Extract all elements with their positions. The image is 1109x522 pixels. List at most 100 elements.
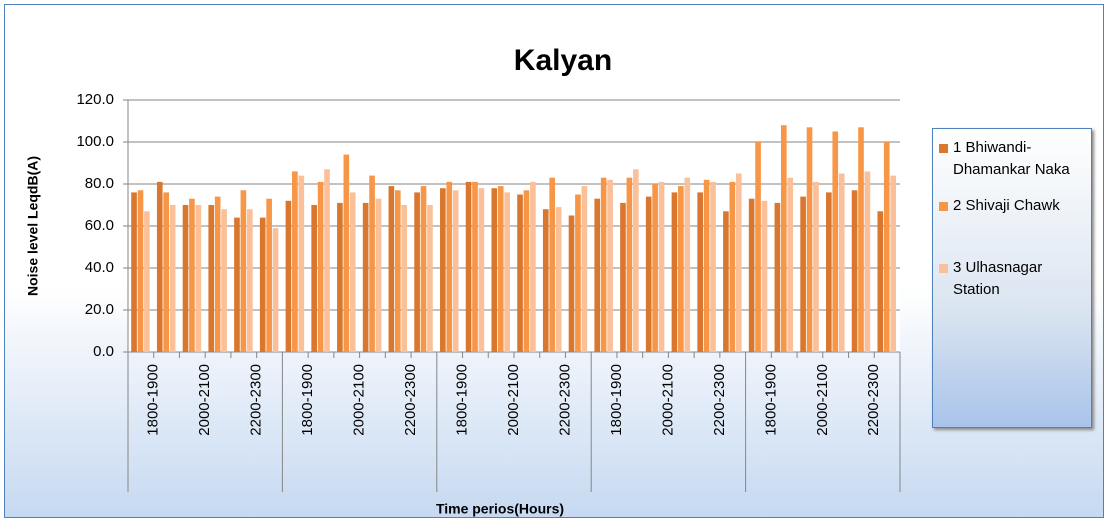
bar <box>285 200 292 352</box>
bar <box>343 154 350 352</box>
bar <box>324 169 330 352</box>
bar <box>420 186 427 352</box>
x-tick-label: 2200-2300 <box>865 364 882 436</box>
bar <box>620 202 626 352</box>
bar <box>626 177 633 352</box>
x-tick-label: 1800-1900 <box>608 364 625 436</box>
y-axis-label: Noise level LeqdB(A) <box>25 156 41 296</box>
bar <box>452 190 459 352</box>
x-tick-label: 1800-1900 <box>299 364 316 436</box>
bar <box>594 198 601 352</box>
bar <box>465 181 472 352</box>
bar <box>137 190 144 352</box>
bar <box>517 194 523 352</box>
legend-label: 3 Ulhasnagar Station <box>953 259 1043 298</box>
bar <box>658 181 665 352</box>
bar <box>729 181 736 352</box>
x-tick-label: 2200-2300 <box>556 364 573 436</box>
bar <box>240 190 247 352</box>
legend-entry: 2 Shivaji Chawk <box>939 195 1085 217</box>
x-tick-label: 1800-1900 <box>145 364 162 436</box>
bar <box>169 205 176 352</box>
bar <box>131 192 137 352</box>
bar <box>858 127 864 352</box>
bar <box>826 192 832 352</box>
y-tick-label: 40.0 <box>85 259 114 276</box>
bar <box>182 205 189 352</box>
bar <box>504 192 510 352</box>
legend-entry: 1 Bhiwandi-Dhamankar Naka <box>939 137 1085 181</box>
bar <box>607 179 613 352</box>
bar <box>735 173 742 352</box>
bar <box>761 200 768 352</box>
bar <box>144 211 150 352</box>
bar <box>478 188 485 352</box>
bar <box>806 127 813 352</box>
bar <box>446 181 453 352</box>
bar <box>530 181 536 352</box>
bar <box>600 177 607 352</box>
x-axis-label: Time perios(Hours) <box>436 501 564 517</box>
bar <box>221 209 227 352</box>
bar <box>337 202 343 352</box>
bar <box>838 173 845 352</box>
bar <box>710 181 716 352</box>
bar <box>266 198 272 352</box>
legend-label: 1 Bhiwandi-Dhamankar Naka <box>953 139 1070 178</box>
legend-swatch <box>939 264 948 273</box>
bar <box>156 181 163 352</box>
x-tick-label: 2000-2100 <box>659 364 676 436</box>
bar <box>800 196 806 352</box>
x-tick-label: 2200-2300 <box>402 364 419 436</box>
bar <box>189 198 195 352</box>
bar <box>298 175 305 352</box>
x-tick-label: 1800-1900 <box>454 364 471 436</box>
bar <box>787 177 794 352</box>
bar <box>163 192 170 352</box>
bar <box>440 188 446 352</box>
x-tick-label: 2000-2100 <box>351 364 368 436</box>
bar <box>369 175 375 352</box>
bar <box>375 198 382 352</box>
bar <box>259 217 266 352</box>
x-tick-label: 1800-1900 <box>762 364 779 436</box>
legend: 1 Bhiwandi-Dhamankar Naka 2 Shivaji Chawk… <box>932 128 1092 428</box>
legend-swatch <box>939 202 948 211</box>
bar <box>697 192 703 352</box>
bar <box>703 179 710 352</box>
bar <box>678 186 684 352</box>
bar <box>774 202 781 352</box>
bar <box>523 190 530 352</box>
bar <box>877 211 884 352</box>
bar <box>568 215 575 352</box>
bar <box>497 186 504 352</box>
bar <box>427 205 433 352</box>
y-tick-label: 100.0 <box>76 133 114 150</box>
legend-entry: 3 Ulhasnagar Station <box>939 257 1085 301</box>
y-tick-label: 80.0 <box>85 175 114 192</box>
bar <box>311 205 317 352</box>
bar <box>394 190 401 352</box>
bar <box>851 190 858 352</box>
bar <box>272 228 279 352</box>
bar <box>633 169 639 352</box>
bar <box>549 177 556 352</box>
bar <box>575 194 581 352</box>
bar <box>214 196 221 352</box>
bar <box>890 175 896 352</box>
bar <box>723 211 729 352</box>
bar <box>581 186 588 352</box>
x-tick-label: 2000-2100 <box>814 364 831 436</box>
bar <box>472 181 478 352</box>
bar <box>208 205 215 352</box>
bar <box>671 192 678 352</box>
bar <box>292 171 298 352</box>
y-tick-label: 60.0 <box>85 217 114 234</box>
y-tick-label: 20.0 <box>85 301 114 318</box>
bar <box>362 202 369 352</box>
bar <box>247 209 253 352</box>
bar <box>780 125 787 352</box>
x-tick-label: 2000-2100 <box>196 364 213 436</box>
